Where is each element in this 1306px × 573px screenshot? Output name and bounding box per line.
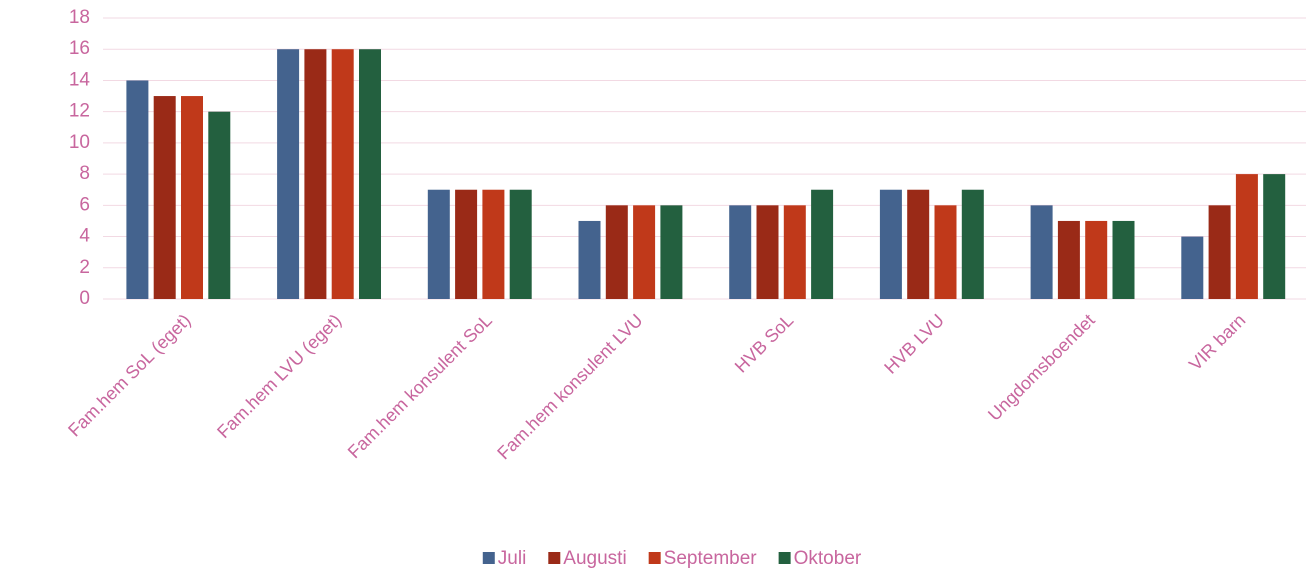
y-tick-label: 10 (69, 132, 90, 153)
y-tick-label: 14 (69, 69, 91, 90)
bar (756, 205, 779, 299)
y-tick-label: 12 (69, 101, 90, 122)
bar (509, 189, 532, 299)
bar (1208, 205, 1231, 299)
bar (934, 205, 957, 299)
bar (153, 96, 176, 299)
bar (1181, 236, 1204, 299)
x-tick-label: Fam.hem LVU (eget) (213, 310, 345, 442)
bar (729, 205, 752, 299)
legend-swatch (548, 552, 561, 564)
bar (455, 189, 478, 299)
y-tick-label: 18 (69, 7, 90, 28)
y-tick-label: 16 (69, 38, 90, 59)
bar (1112, 220, 1135, 299)
bar (879, 189, 902, 299)
x-tick-label: Ungdomsboendet (984, 310, 1099, 425)
bar (359, 49, 381, 299)
bar (660, 205, 683, 299)
x-tick-label: HVB LVU (880, 310, 948, 378)
bar (277, 49, 300, 299)
y-tick-label: 0 (79, 288, 90, 309)
y-tick-label: 2 (79, 257, 90, 278)
x-tick-label: VIR barn (1185, 310, 1249, 374)
x-tick-label: HVB SoL (731, 310, 798, 377)
legend-label: Augusti (563, 548, 626, 569)
x-tick-label: Fam.hem konsulent LVU (493, 310, 646, 463)
bar (1030, 205, 1053, 299)
bar (126, 80, 149, 299)
legend-swatch (648, 552, 661, 564)
x-tick-label: Fam.hem SoL (eget) (64, 310, 194, 440)
bar (907, 189, 930, 299)
bar (811, 189, 834, 299)
bar (1263, 174, 1286, 299)
bar (427, 189, 450, 299)
y-tick-label: 4 (79, 226, 90, 247)
y-tick-label: 8 (79, 163, 90, 184)
bar (961, 189, 984, 299)
bar (633, 205, 656, 299)
bar (783, 205, 806, 299)
bar (331, 49, 354, 299)
bar (304, 49, 327, 299)
bar (482, 189, 505, 299)
legend-swatch (778, 552, 791, 564)
legend-label: Juli (498, 548, 527, 569)
x-tick-label: Fam.hem konsulent SoL (344, 310, 496, 462)
legend-swatch (482, 552, 495, 564)
bar (208, 111, 231, 300)
bar (1235, 174, 1258, 299)
bar (1085, 220, 1108, 299)
bar (605, 205, 628, 299)
bar (1057, 220, 1080, 299)
bar (578, 220, 601, 299)
y-tick-label: 6 (79, 194, 90, 215)
legend-label: Oktober (794, 548, 862, 569)
legend-label: September (664, 548, 758, 569)
bar (181, 96, 203, 299)
